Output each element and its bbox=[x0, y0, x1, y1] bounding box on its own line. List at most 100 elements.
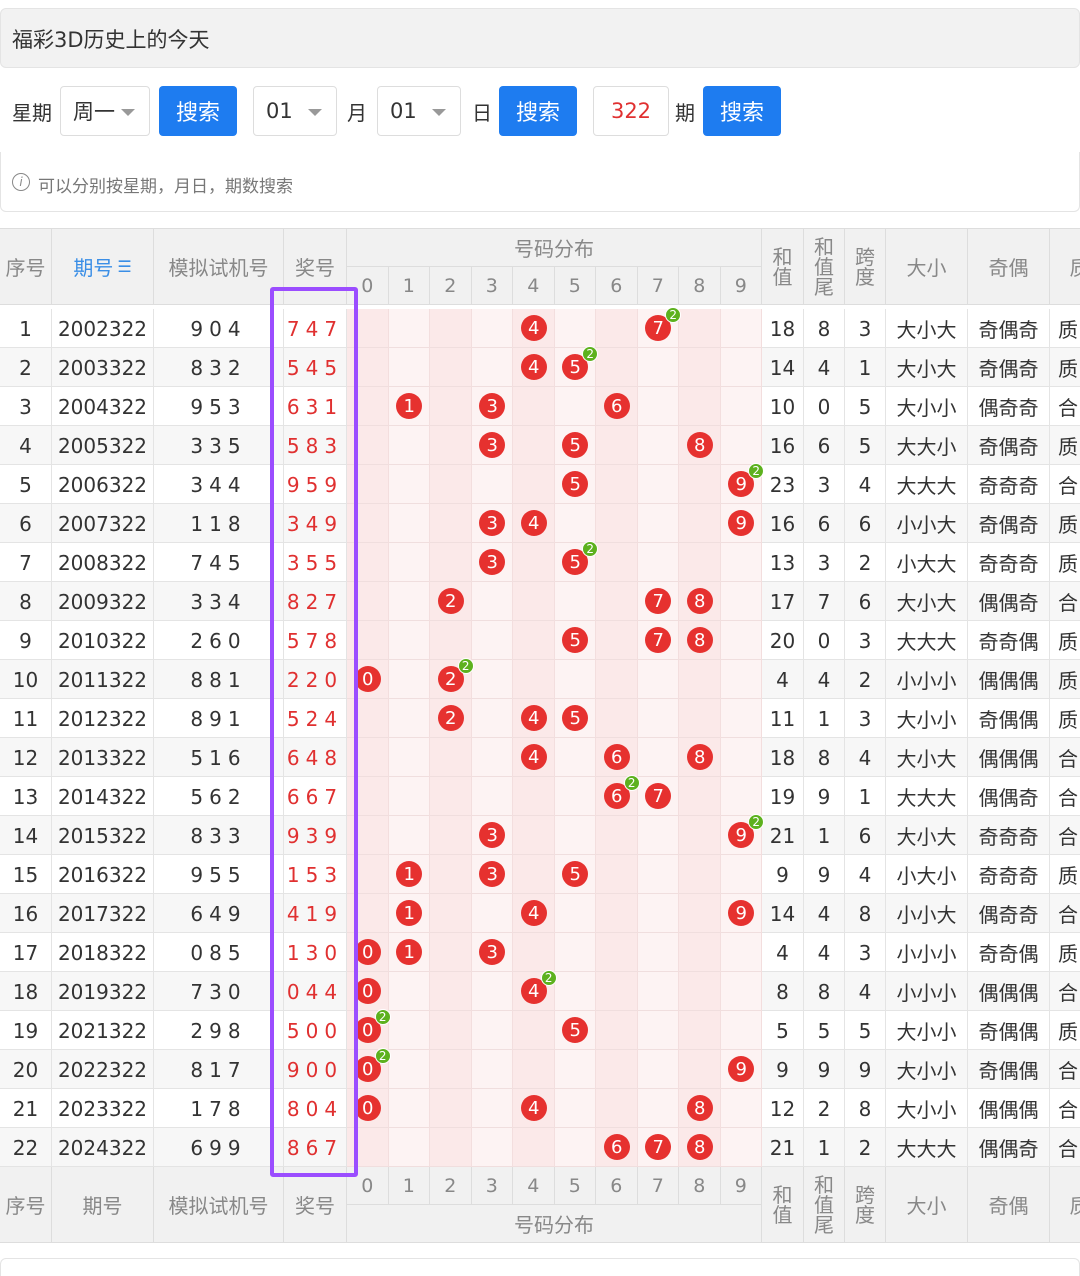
column-header: 号码分布 bbox=[347, 1205, 762, 1243]
cell-size: 大小大 bbox=[886, 348, 968, 387]
cell-prime: 合 bbox=[1050, 1089, 1080, 1128]
number-ball: 1 bbox=[396, 861, 423, 887]
cell-span: 4 bbox=[845, 738, 886, 777]
cell-issue: 2010322 bbox=[52, 621, 154, 660]
cell-sum: 4 bbox=[762, 933, 804, 972]
column-header: 奖号 bbox=[284, 1167, 347, 1243]
cell-tail: 1 bbox=[804, 816, 845, 855]
number-ball: 3 bbox=[479, 432, 506, 458]
cell-tail: 6 bbox=[804, 504, 845, 543]
cell-parity: 奇奇奇 bbox=[968, 465, 1050, 504]
number-ball: 2 bbox=[437, 588, 464, 614]
search-button[interactable]: 搜索 bbox=[703, 86, 781, 136]
issue-input[interactable]: 322 bbox=[593, 86, 669, 136]
cell-prize: 827 bbox=[284, 582, 347, 621]
dist-cell bbox=[554, 894, 596, 933]
dist-cell bbox=[637, 933, 679, 972]
column-header: 奇偶 bbox=[968, 229, 1050, 305]
cell-prize: 900 bbox=[284, 1050, 347, 1089]
cell-tail: 8 bbox=[804, 738, 845, 777]
cell-span: 8 bbox=[845, 894, 886, 933]
cell-issue: 2016322 bbox=[52, 855, 154, 894]
dist-cell bbox=[430, 504, 472, 543]
digit-header: 7 bbox=[637, 267, 679, 305]
cell-no: 22 bbox=[0, 1128, 52, 1167]
cell-sum: 17 bbox=[762, 582, 804, 621]
search-button[interactable]: 搜索 bbox=[499, 86, 577, 136]
dist-cell bbox=[347, 582, 389, 621]
cell-sum: 11 bbox=[762, 699, 804, 738]
cell-span: 6 bbox=[845, 816, 886, 855]
column-header: 跨度 bbox=[845, 229, 886, 305]
number-ball: 0 bbox=[354, 666, 381, 692]
dist-cell bbox=[720, 582, 762, 621]
weekday-select[interactable]: 周一 bbox=[60, 86, 150, 136]
cell-prize: 419 bbox=[284, 894, 347, 933]
dist-cell bbox=[471, 348, 513, 387]
column-header: 和值 bbox=[762, 229, 804, 305]
dist-cell bbox=[679, 855, 721, 894]
dist-cell bbox=[430, 1011, 472, 1050]
cell-size: 小小小 bbox=[886, 660, 968, 699]
repeat-badge: 2 bbox=[457, 658, 474, 674]
month-select[interactable]: 01 bbox=[253, 86, 337, 136]
dist-cell bbox=[430, 348, 472, 387]
cell-no: 12 bbox=[0, 738, 52, 777]
cell-size: 大小大 bbox=[886, 816, 968, 855]
cell-issue: 2006322 bbox=[52, 465, 154, 504]
dist-cell bbox=[347, 543, 389, 582]
search-button[interactable]: 搜索 bbox=[159, 86, 237, 136]
cell-span: 3 bbox=[845, 699, 886, 738]
dist-cell bbox=[513, 1011, 555, 1050]
cell-prime: 质 bbox=[1050, 855, 1080, 894]
number-ball: 7 bbox=[645, 1134, 672, 1160]
cell-parity: 奇奇奇 bbox=[968, 543, 1050, 582]
dist-cell bbox=[513, 660, 555, 699]
column-header: 序号 bbox=[0, 1167, 52, 1243]
cell-sim: 335 bbox=[154, 426, 284, 465]
day-select[interactable]: 01 bbox=[377, 86, 461, 136]
cell-tail: 3 bbox=[804, 543, 845, 582]
dist-cell bbox=[637, 348, 679, 387]
highlight-box bbox=[270, 287, 358, 1177]
cell-sim: 260 bbox=[154, 621, 284, 660]
cell-prime: 合 bbox=[1050, 387, 1080, 426]
dist-cell bbox=[471, 1011, 513, 1050]
cell-sum: 10 bbox=[762, 387, 804, 426]
dist-cell bbox=[596, 894, 638, 933]
cell-prize: 044 bbox=[284, 972, 347, 1011]
cell-tail: 4 bbox=[804, 348, 845, 387]
cell-sum: 21 bbox=[762, 816, 804, 855]
repeat-badge: 2 bbox=[582, 346, 599, 362]
sort-icon[interactable]: ☰ bbox=[117, 257, 132, 276]
digit-header: 5 bbox=[554, 1167, 596, 1205]
cell-prime: 合 bbox=[1050, 1050, 1080, 1089]
digit-header: 4 bbox=[513, 1167, 555, 1205]
dist-cell bbox=[513, 426, 555, 465]
cell-sim: 649 bbox=[154, 894, 284, 933]
cell-issue: 2022322 bbox=[52, 1050, 154, 1089]
cell-sum: 14 bbox=[762, 894, 804, 933]
number-ball: 4 bbox=[520, 705, 547, 731]
cell-issue: 2011322 bbox=[52, 660, 154, 699]
cell-tail: 4 bbox=[804, 894, 845, 933]
dist-cell bbox=[720, 855, 762, 894]
cell-prime: 质 bbox=[1050, 504, 1080, 543]
number-ball: 3 bbox=[479, 939, 506, 965]
column-header: 大小 bbox=[886, 1167, 968, 1243]
dist-cell bbox=[596, 933, 638, 972]
dist-cell bbox=[471, 699, 513, 738]
cell-prime: 质 bbox=[1050, 543, 1080, 582]
cell-sim: 904 bbox=[154, 309, 284, 348]
dist-cell bbox=[596, 855, 638, 894]
cell-size: 大小大 bbox=[886, 582, 968, 621]
column-header: 和值尾 bbox=[804, 229, 845, 305]
cell-sum: 12 bbox=[762, 1089, 804, 1128]
cell-prize: 747 bbox=[284, 309, 347, 348]
cell-tail: 5 bbox=[804, 1011, 845, 1050]
cell-size: 大大大 bbox=[886, 777, 968, 816]
number-ball: 0 bbox=[354, 978, 381, 1004]
number-ball: 5 bbox=[562, 1017, 589, 1043]
dist-cell bbox=[679, 933, 721, 972]
digit-header: 9 bbox=[720, 1167, 762, 1205]
